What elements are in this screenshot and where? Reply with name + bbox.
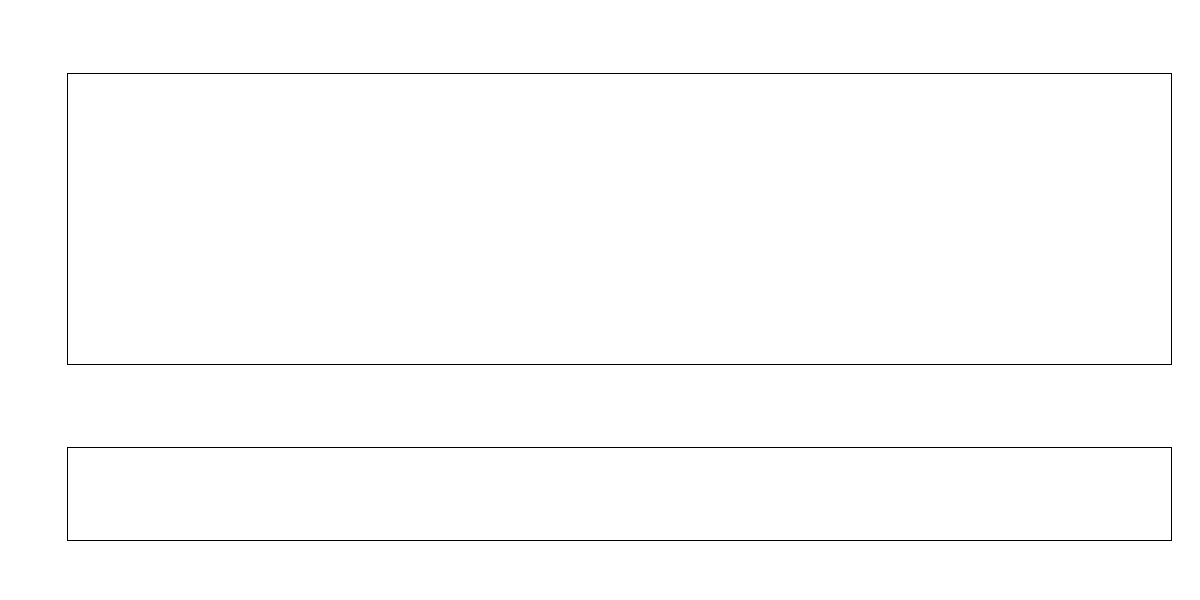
signal-chart-svg [68, 448, 1171, 540]
price-wave-chart [67, 73, 1172, 365]
buy-sell-powers-chart [67, 447, 1172, 541]
price-plot-area [67, 73, 1172, 365]
price-chart-svg [68, 74, 1171, 364]
signal-plot-area [67, 447, 1172, 541]
